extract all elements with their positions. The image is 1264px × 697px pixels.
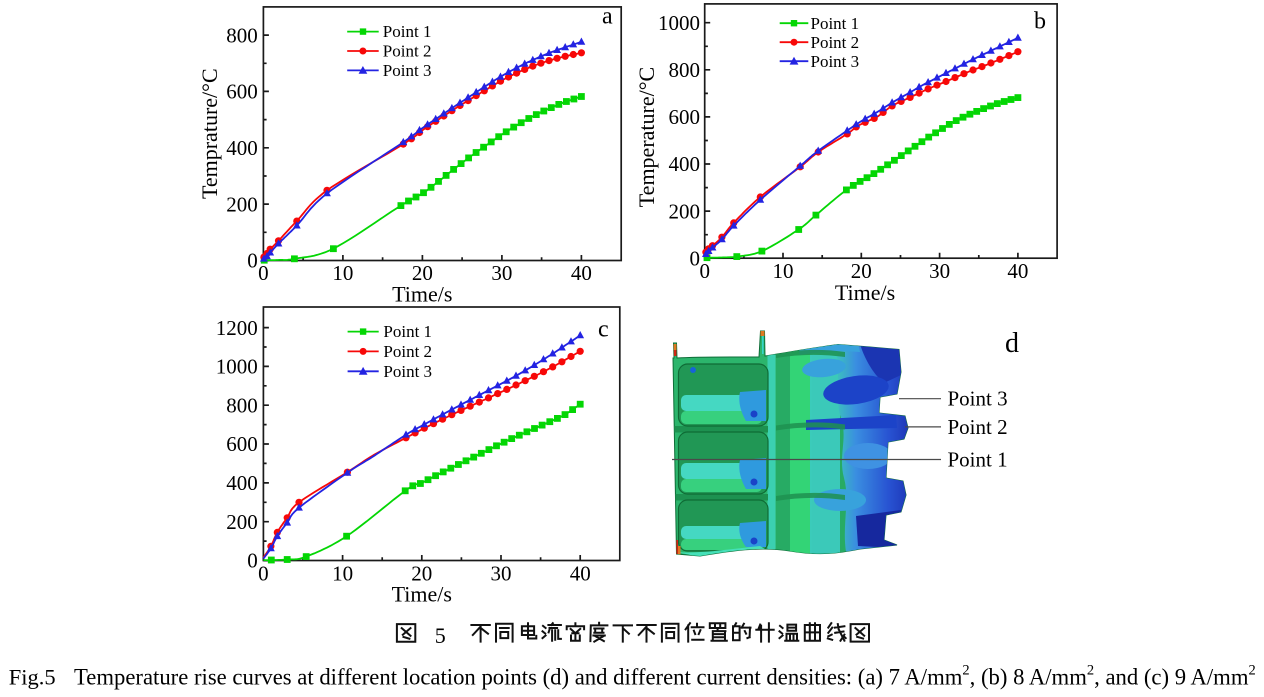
svg-text:400: 400: [669, 152, 701, 176]
svg-text:Point 1: Point 1: [383, 322, 432, 341]
svg-text:Point 3: Point 3: [948, 387, 1008, 411]
svg-text:0: 0: [699, 259, 710, 283]
svg-text:400: 400: [226, 136, 258, 160]
svg-text:1200: 1200: [216, 316, 258, 340]
svg-text:200: 200: [226, 192, 258, 216]
svg-text:200: 200: [226, 510, 258, 534]
svg-text:20: 20: [412, 261, 433, 285]
svg-text:10: 10: [773, 259, 794, 283]
svg-text:10: 10: [332, 261, 353, 285]
svg-text:5: 5: [435, 623, 446, 648]
svg-text:400: 400: [226, 471, 258, 495]
svg-text:Point 2: Point 2: [383, 342, 432, 361]
svg-text:Point 2: Point 2: [811, 33, 860, 52]
svg-text:a: a: [602, 4, 613, 30]
svg-text:600: 600: [226, 432, 258, 456]
svg-text:800: 800: [669, 58, 701, 82]
svg-text:30: 30: [491, 562, 512, 586]
svg-text:Fig.5: Fig.5: [9, 665, 56, 690]
svg-text:Point 1: Point 1: [811, 14, 860, 33]
svg-text:Point 1: Point 1: [383, 22, 432, 41]
svg-text:20: 20: [851, 259, 872, 283]
svg-text:Point 3: Point 3: [811, 52, 860, 71]
svg-text:600: 600: [226, 80, 258, 104]
svg-text:0: 0: [258, 562, 269, 586]
svg-text:30: 30: [929, 259, 950, 283]
svg-text:200: 200: [669, 199, 701, 223]
svg-text:800: 800: [226, 23, 258, 47]
svg-text:Time/s: Time/s: [392, 582, 452, 607]
svg-text:Temperature/°C: Temperature/°C: [634, 67, 659, 207]
svg-text:0: 0: [247, 549, 258, 573]
svg-text:40: 40: [570, 562, 591, 586]
svg-text:20: 20: [411, 562, 432, 586]
svg-text:Time/s: Time/s: [835, 280, 895, 305]
svg-text:Point 3: Point 3: [383, 61, 432, 80]
svg-text:0: 0: [258, 261, 269, 285]
svg-text:30: 30: [491, 261, 512, 285]
svg-text:Point 1: Point 1: [948, 447, 1008, 471]
svg-text:Point 2: Point 2: [383, 42, 432, 61]
svg-text:800: 800: [226, 393, 258, 417]
svg-text:10: 10: [332, 562, 353, 586]
svg-text:c: c: [598, 317, 609, 343]
svg-text:Point 3: Point 3: [383, 362, 432, 381]
svg-text:d: d: [1005, 328, 1019, 359]
svg-text:1000: 1000: [216, 355, 258, 379]
svg-text:Point 2: Point 2: [948, 415, 1008, 439]
svg-text:Temperature rise curves at dif: Temperature rise curves at different loc…: [74, 663, 1256, 690]
svg-text:b: b: [1034, 9, 1046, 35]
svg-text:40: 40: [571, 261, 592, 285]
svg-text:600: 600: [669, 105, 701, 129]
svg-text:Temprature/°C: Temprature/°C: [197, 68, 222, 199]
svg-text:40: 40: [1007, 259, 1028, 283]
svg-text:1000: 1000: [658, 11, 700, 35]
svg-text:0: 0: [247, 249, 258, 273]
svg-text:Time/s: Time/s: [392, 282, 452, 307]
svg-text:0: 0: [690, 246, 701, 270]
